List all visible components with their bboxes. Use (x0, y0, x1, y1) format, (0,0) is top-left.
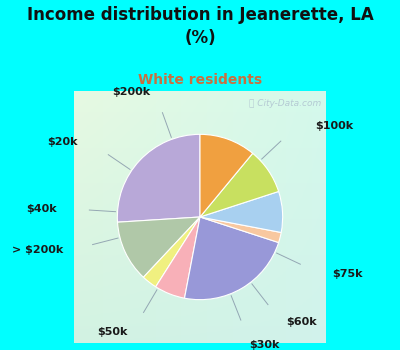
Text: $30k: $30k (249, 340, 279, 350)
Text: $40k: $40k (26, 204, 57, 214)
Text: $50k: $50k (97, 327, 127, 337)
Wedge shape (117, 134, 200, 222)
Text: > $200k: > $200k (12, 245, 63, 255)
Text: $60k: $60k (286, 317, 317, 327)
Wedge shape (118, 217, 200, 277)
Wedge shape (200, 217, 281, 243)
Text: Income distribution in Jeanerette, LA
(%): Income distribution in Jeanerette, LA (%… (27, 6, 373, 47)
Text: ⓘ City-Data.com: ⓘ City-Data.com (249, 99, 321, 107)
Wedge shape (144, 217, 200, 287)
Wedge shape (200, 153, 279, 217)
Text: $200k: $200k (112, 87, 150, 97)
Text: $20k: $20k (47, 137, 78, 147)
Text: White residents: White residents (138, 74, 262, 87)
Text: $100k: $100k (315, 121, 353, 131)
Wedge shape (184, 217, 279, 300)
Wedge shape (200, 191, 283, 232)
Wedge shape (200, 134, 253, 217)
Wedge shape (156, 217, 200, 298)
Text: $75k: $75k (332, 269, 363, 279)
